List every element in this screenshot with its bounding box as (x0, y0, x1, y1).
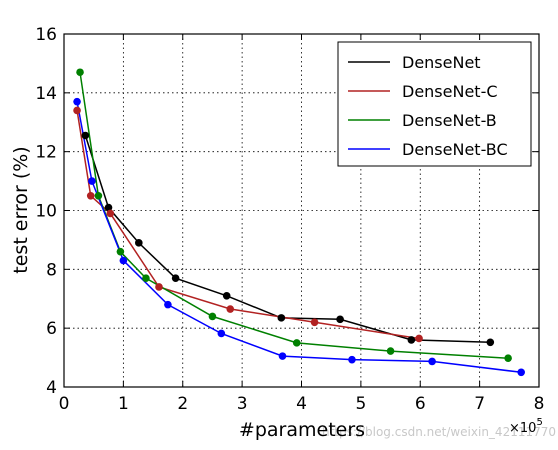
series-line-densenet (84, 135, 491, 344)
data-point-densenet-bc (119, 256, 128, 265)
data-point-densenet-bc (73, 97, 81, 106)
data-point-densenet (104, 203, 113, 212)
data-point-densenet-b (76, 68, 84, 77)
legend: DenseNet DenseNet-C DenseNet-B DenseNet-BC (337, 41, 532, 167)
data-point-densenet-b (142, 274, 150, 282)
data-point-densenet (407, 336, 416, 344)
x-tick-label: 8 (534, 394, 545, 414)
y-tick-label: 12 (35, 143, 57, 163)
data-point-densenet (171, 274, 180, 282)
x-tick-label: 4 (296, 394, 307, 414)
y-tick-label: 6 (46, 319, 57, 339)
legend-label-densenet-bc: DenseNet-BC (402, 140, 508, 159)
data-point-densenet-b (386, 347, 395, 355)
data-point-densenet (336, 315, 344, 324)
data-point-densenet-c (106, 209, 115, 218)
y-axis-label: test error (%) (10, 146, 32, 273)
x-tick-label: 6 (415, 394, 426, 414)
data-point-densenet-c (86, 191, 95, 200)
data-point-densenet (222, 292, 231, 300)
data-point-densenet-bc (88, 177, 96, 185)
y-tick-label: 4 (46, 378, 57, 398)
data-point-densenet-bc (348, 355, 356, 364)
legend-label-densenet: DenseNet (402, 53, 481, 72)
data-point-densenet-b (292, 339, 301, 347)
data-point-densenet-b (208, 312, 217, 321)
data-point-densenet-b (504, 354, 512, 362)
data-point-densenet (486, 338, 495, 347)
legend-label-densenet-c: DenseNet-C (402, 82, 498, 101)
x-multiplier-exponent: 5 (536, 417, 542, 428)
legend-label-densenet-b: DenseNet-B (402, 111, 497, 130)
x-tick-label: 2 (177, 394, 188, 414)
data-point-densenet (81, 131, 90, 140)
y-tick-label: 16 (35, 25, 57, 45)
x-tick-label: 0 (59, 394, 70, 414)
data-point-densenet-bc (278, 352, 287, 360)
data-point-densenet-c (310, 318, 319, 327)
y-tick-label: 14 (35, 84, 57, 104)
x-tick-labels: 0 1 2 3 4 5 6 7 8 (59, 394, 545, 414)
x-multiplier-base: ×10 (509, 421, 536, 436)
x-axis-label: #parameters (239, 419, 365, 441)
data-point-densenet-b (94, 191, 103, 200)
x-axis-multiplier: ×105 (509, 417, 543, 436)
data-point-densenet (277, 314, 286, 322)
series-points (73, 68, 525, 377)
data-point-densenet-bc (217, 329, 226, 338)
y-tick-labels: 4 6 8 10 12 14 16 (35, 25, 57, 398)
y-tick-label: 8 (46, 260, 57, 280)
data-point-densenet-c (415, 334, 423, 343)
data-point-densenet-bc (164, 300, 172, 309)
data-point-densenet-c (226, 305, 235, 313)
y-tick-label: 10 (35, 202, 57, 222)
x-tick-label: 1 (118, 394, 129, 414)
data-point-densenet (135, 239, 143, 247)
watermark: https://blog.csdn.net/weixin_42111770 (322, 425, 556, 439)
data-point-densenet-b (116, 247, 125, 256)
data-point-densenet-c (73, 106, 81, 115)
data-point-densenet-c (155, 283, 163, 291)
data-point-densenet-bc (428, 357, 436, 366)
data-point-densenet-bc (517, 368, 525, 377)
x-tick-label: 3 (237, 394, 248, 414)
x-tick-label: 5 (355, 394, 366, 414)
axis-ticks (63, 33, 540, 388)
x-tick-label: 7 (474, 394, 485, 414)
